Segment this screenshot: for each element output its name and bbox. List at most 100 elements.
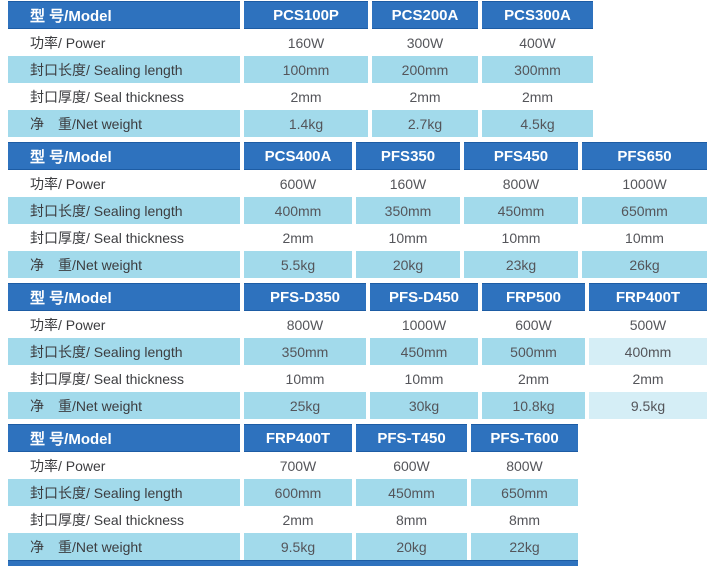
model-header-cell: 型 号/Model [8, 142, 240, 170]
spec-row: 封口厚度/ Seal thickness 10mm 10mm 2mm 2mm [8, 365, 707, 392]
row-label-cell: 封口长度/ Sealing length [8, 479, 240, 506]
value-cell: 1.4kg [244, 110, 368, 137]
value-cell: 300mm [482, 56, 593, 83]
model-name-cell: PFS350 [356, 142, 460, 170]
row-label-cell: 功率/ Power [8, 311, 240, 338]
spec-row: 封口长度/ Sealing length 400mm 350mm 450mm 650mm [8, 197, 707, 224]
value-cell: 600W [482, 311, 585, 338]
value-cell: 400W [482, 29, 593, 56]
spec-row: 净 重/Net weight 25kg 30kg 10.8kg 9.5kg [8, 392, 707, 419]
table-bottom-bar [8, 560, 578, 566]
value-cell: 9.5kg [244, 533, 352, 560]
value-cell: 2mm [589, 365, 707, 392]
spec-row: 净 重/Net weight 9.5kg 20kg 22kg [8, 533, 707, 560]
value-cell: 450mm [370, 338, 478, 365]
value-cell: 2mm [372, 83, 478, 110]
value-cell: 400mm [589, 338, 707, 365]
row-label-cell: 封口厚度/ Seal thickness [8, 506, 240, 533]
spec-section-2: 型 号/Model PCS400A PFS350 PFS450 PFS650 功率/ Po… [8, 142, 707, 278]
value-cell: 23kg [464, 251, 578, 278]
model-name-cell: PCS100P [244, 1, 368, 29]
model-name-cell: PFS-D450 [370, 283, 478, 311]
row-label-cell: 净 重/Net weight [8, 392, 240, 419]
value-cell: 350mm [356, 197, 460, 224]
model-header-row: 型 号/Model PCS100P PCS200A PCS300A [8, 1, 707, 29]
value-cell: 2mm [482, 83, 593, 110]
value-cell: 10.8kg [482, 392, 585, 419]
value-cell: 10mm [370, 365, 478, 392]
model-name-cell: PCS300A [482, 1, 593, 29]
value-cell: 500W [589, 311, 707, 338]
row-label-cell: 封口长度/ Sealing length [8, 197, 240, 224]
spec-section-1: 型 号/Model PCS100P PCS200A PCS300A 功率/ Power 1… [8, 1, 707, 137]
value-cell: 800W [464, 170, 578, 197]
model-header-row: 型 号/Model PFS-D350 PFS-D450 FRP500 FRP400T [8, 283, 707, 311]
value-cell: 600mm [244, 479, 352, 506]
value-cell: 2mm [244, 83, 368, 110]
value-cell: 2mm [244, 224, 352, 251]
model-header-row: 型 号/Model PCS400A PFS350 PFS450 PFS650 [8, 142, 707, 170]
model-header-cell: 型 号/Model [8, 283, 240, 311]
value-cell: 800W [471, 452, 578, 479]
value-cell: 1000W [370, 311, 478, 338]
value-cell: 160W [356, 170, 460, 197]
value-cell: 100mm [244, 56, 368, 83]
model-name-cell: FRP500 [482, 283, 585, 311]
value-cell: 400mm [244, 197, 352, 224]
model-name-cell: FRP400T [589, 283, 707, 311]
value-cell: 8mm [356, 506, 467, 533]
value-cell: 10mm [464, 224, 578, 251]
value-cell: 8mm [471, 506, 578, 533]
spec-row: 功率/ Power 800W 1000W 600W 500W [8, 311, 707, 338]
value-cell: 600W [356, 452, 467, 479]
row-label-cell: 封口长度/ Sealing length [8, 338, 240, 365]
row-label-cell: 封口厚度/ Seal thickness [8, 365, 240, 392]
value-cell: 2.7kg [372, 110, 478, 137]
value-cell: 20kg [356, 251, 460, 278]
value-cell: 10mm [244, 365, 366, 392]
value-cell: 350mm [244, 338, 366, 365]
row-label-cell: 净 重/Net weight [8, 110, 240, 137]
model-name-cell: PFS650 [582, 142, 707, 170]
value-cell: 500mm [482, 338, 585, 365]
spec-table-sections: 型 号/Model PCS100P PCS200A PCS300A 功率/ Power 1… [8, 1, 707, 560]
value-cell: 30kg [370, 392, 478, 419]
model-header-cell: 型 号/Model [8, 424, 240, 452]
row-label-cell: 功率/ Power [8, 452, 240, 479]
row-label-cell: 封口厚度/ Seal thickness [8, 83, 240, 110]
value-cell: 1000W [582, 170, 707, 197]
value-cell: 450mm [356, 479, 467, 506]
value-cell: 650mm [471, 479, 578, 506]
value-cell: 800W [244, 311, 366, 338]
model-name-cell: FRP400T [244, 424, 352, 452]
spec-row: 封口厚度/ Seal thickness 2mm 10mm 10mm 10mm [8, 224, 707, 251]
spec-row: 净 重/Net weight 1.4kg 2.7kg 4.5kg [8, 110, 707, 137]
model-header-row: 型 号/Model FRP400T PFS-T450 PFS-T600 [8, 424, 707, 452]
spec-row: 功率/ Power 600W 160W 800W 1000W [8, 170, 707, 197]
model-name-cell: PCS400A [244, 142, 352, 170]
spec-row: 封口厚度/ Seal thickness 2mm 2mm 2mm [8, 83, 707, 110]
value-cell: 10mm [582, 224, 707, 251]
value-cell: 22kg [471, 533, 578, 560]
value-cell: 26kg [582, 251, 707, 278]
model-name-cell: PFS-T600 [471, 424, 578, 452]
row-label-cell: 功率/ Power [8, 29, 240, 56]
model-name-cell: PFS-D350 [244, 283, 366, 311]
value-cell: 2mm [244, 506, 352, 533]
value-cell: 600W [244, 170, 352, 197]
model-name-cell: PCS200A [372, 1, 478, 29]
value-cell: 4.5kg [482, 110, 593, 137]
value-cell: 20kg [356, 533, 467, 560]
spec-row: 封口长度/ Sealing length 100mm 200mm 300mm [8, 56, 707, 83]
model-header-cell: 型 号/Model [8, 1, 240, 29]
value-cell: 700W [244, 452, 352, 479]
spec-row: 封口长度/ Sealing length 350mm 450mm 500mm 400mm [8, 338, 707, 365]
row-label-cell: 封口长度/ Sealing length [8, 56, 240, 83]
spec-row: 封口长度/ Sealing length 600mm 450mm 650mm [8, 479, 707, 506]
model-name-cell: PFS-T450 [356, 424, 467, 452]
value-cell: 5.5kg [244, 251, 352, 278]
value-cell: 10mm [356, 224, 460, 251]
spec-section-4: 型 号/Model FRP400T PFS-T450 PFS-T600 功率/ Powe… [8, 424, 707, 560]
spec-row: 功率/ Power 700W 600W 800W [8, 452, 707, 479]
value-cell: 450mm [464, 197, 578, 224]
